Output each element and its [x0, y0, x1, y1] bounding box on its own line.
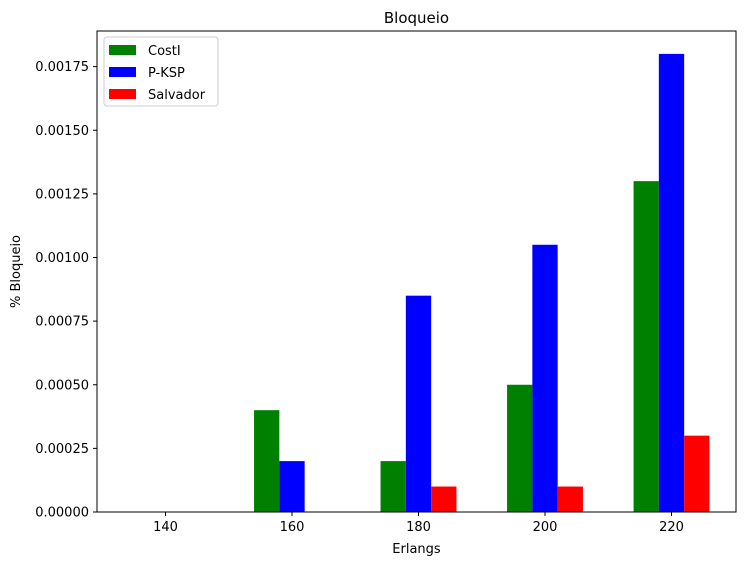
bar-costi-160 — [254, 410, 280, 512]
legend-label: CostI — [148, 44, 181, 59]
x-tick-label: 160 — [280, 520, 305, 535]
legend-swatch — [109, 45, 136, 55]
x-tick-label: 200 — [533, 520, 558, 535]
bar-costi-180 — [380, 461, 406, 512]
y-axis: 0.00000 0.00025 0.00050 0.00075 0.00100 0.001… — [35, 60, 97, 521]
y-tick-label: 0.00025 — [35, 442, 89, 457]
bars-layer — [254, 53, 710, 513]
y-tick-label: 0.00075 — [35, 315, 89, 330]
bar-salvador-220 — [684, 435, 710, 512]
bar-salvador-180 — [431, 486, 457, 512]
legend-swatch — [109, 89, 136, 99]
x-axis: 140 160 180 200 220 — [153, 512, 684, 535]
x-axis-label: Erlangs — [392, 542, 441, 557]
bar-p-ksp-200 — [532, 244, 558, 512]
bar-p-ksp-180 — [405, 295, 432, 512]
x-tick-label: 220 — [659, 520, 684, 535]
bar-p-ksp-220 — [658, 53, 685, 513]
y-tick-label: 0.00125 — [35, 187, 89, 202]
y-tick-label: 0.00100 — [35, 251, 89, 266]
bar-salvador-200 — [557, 486, 583, 512]
x-tick-label: 180 — [406, 520, 431, 535]
y-tick-label: 0.00175 — [35, 60, 89, 75]
y-tick-label: 0.00150 — [35, 124, 89, 139]
y-tick-label: 0.00050 — [35, 378, 89, 393]
bar-p-ksp-160 — [279, 461, 305, 512]
y-tick-label: 0.00000 — [35, 506, 89, 521]
bar-costi-200 — [507, 384, 533, 512]
legend-swatch — [109, 67, 136, 77]
plot-frame — [96, 30, 737, 513]
chart-title: Bloqueio — [384, 9, 449, 27]
y-axis-label: % Bloqueio — [9, 235, 24, 308]
legend-label: P-KSP — [148, 66, 185, 81]
legend-label: Salvador — [148, 88, 206, 103]
x-tick-label: 140 — [153, 520, 178, 535]
legend: CostI P-KSP Salvador — [103, 36, 219, 107]
bar-costi-220 — [633, 181, 659, 512]
